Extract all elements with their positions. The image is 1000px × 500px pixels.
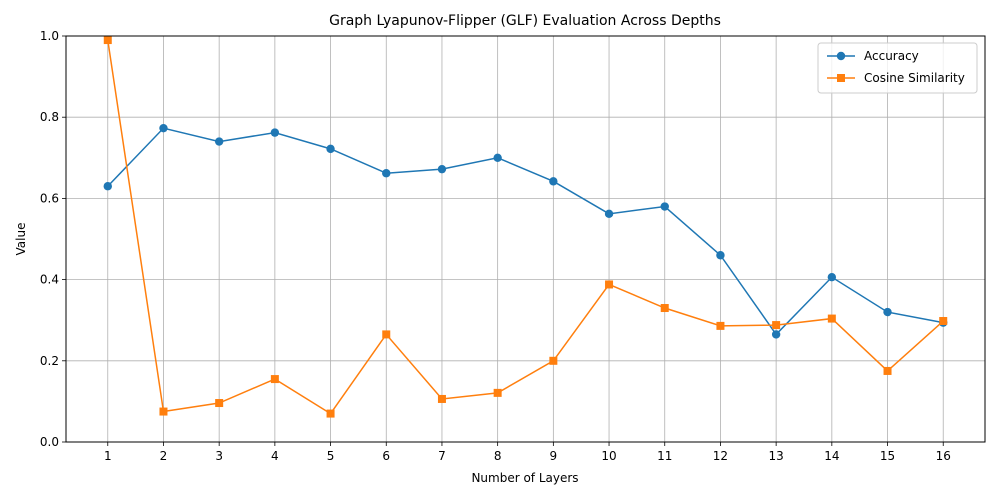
data-point bbox=[103, 182, 112, 191]
data-point bbox=[549, 177, 558, 186]
y-tick-label: 0.6 bbox=[40, 191, 59, 205]
data-point bbox=[215, 399, 224, 408]
x-tick-label: 2 bbox=[160, 449, 168, 463]
data-point bbox=[772, 321, 781, 330]
series-cosine-similarity bbox=[103, 36, 948, 418]
legend-label: Cosine Similarity bbox=[864, 71, 965, 85]
data-point bbox=[883, 307, 892, 317]
plot-frame bbox=[65, 35, 986, 443]
y-tick-label: 0.0 bbox=[40, 435, 59, 449]
y-tick-label: 0.8 bbox=[40, 110, 59, 124]
data-point bbox=[437, 394, 446, 403]
x-tick-label: 16 bbox=[936, 449, 951, 463]
y-tick-label: 0.4 bbox=[40, 273, 59, 287]
data-point bbox=[660, 202, 669, 211]
y-axis: 0.0 0.2 0.4 0.6 0.8 1.0 bbox=[40, 29, 66, 449]
x-tick-label: 3 bbox=[215, 449, 223, 463]
data-point bbox=[270, 128, 280, 137]
data-point bbox=[382, 330, 391, 339]
series-line bbox=[107, 39, 944, 415]
legend-item: Accuracy bbox=[827, 49, 919, 63]
data-point bbox=[771, 330, 781, 339]
data-point bbox=[214, 137, 224, 146]
y-tick-label: 0.2 bbox=[40, 354, 59, 368]
x-tick-label: 6 bbox=[382, 449, 390, 463]
data-point bbox=[493, 153, 502, 162]
data-point bbox=[159, 123, 168, 133]
x-tick-label: 4 bbox=[271, 449, 279, 463]
x-tick-label: 15 bbox=[880, 449, 895, 463]
data-point bbox=[660, 304, 669, 313]
chart-title: Graph Lyapunov-Flipper (GLF) Evaluation … bbox=[329, 13, 721, 29]
data-point bbox=[437, 164, 447, 174]
legend-marker bbox=[836, 51, 846, 61]
series-line bbox=[107, 127, 944, 336]
data-point bbox=[270, 375, 279, 384]
y-tick-label: 1.0 bbox=[40, 29, 59, 43]
data-point bbox=[604, 209, 614, 219]
data-point bbox=[382, 169, 391, 178]
data-point bbox=[883, 366, 892, 375]
y-axis-label: Value bbox=[14, 223, 28, 256]
legend-item: Cosine Similarity bbox=[827, 71, 965, 85]
legend-marker bbox=[837, 74, 845, 82]
x-tick-label: 1 bbox=[104, 449, 112, 463]
data-point bbox=[827, 272, 837, 282]
x-tick-label: 9 bbox=[550, 449, 558, 463]
x-axis: 1 2 3 4 5 6 7 8 9 10 11 12 13 14 15 16 bbox=[104, 442, 951, 463]
x-tick-label: 8 bbox=[494, 449, 502, 463]
data-point bbox=[605, 280, 614, 289]
legend: Accuracy Cosine Similarity bbox=[817, 42, 978, 94]
x-tick-label: 13 bbox=[768, 449, 783, 463]
x-tick-label: 7 bbox=[438, 449, 446, 463]
legend-box bbox=[817, 42, 978, 94]
data-point bbox=[326, 144, 335, 154]
data-point bbox=[549, 356, 558, 365]
data-point bbox=[326, 409, 335, 418]
data-point bbox=[716, 251, 725, 260]
data-point bbox=[159, 407, 168, 416]
x-tick-label: 12 bbox=[713, 449, 728, 463]
data-point bbox=[827, 314, 836, 323]
data-point bbox=[939, 317, 948, 326]
x-axis-label: Number of Layers bbox=[471, 471, 578, 485]
x-tick-label: 11 bbox=[657, 449, 672, 463]
data-point bbox=[493, 388, 502, 397]
legend-label: Accuracy bbox=[864, 49, 919, 63]
x-tick-label: 10 bbox=[601, 449, 616, 463]
data-point bbox=[716, 321, 725, 330]
x-tick-label: 14 bbox=[824, 449, 839, 463]
series-accuracy bbox=[103, 123, 948, 339]
data-point bbox=[103, 36, 112, 45]
series-layer bbox=[103, 36, 948, 418]
x-tick-label: 5 bbox=[327, 449, 335, 463]
